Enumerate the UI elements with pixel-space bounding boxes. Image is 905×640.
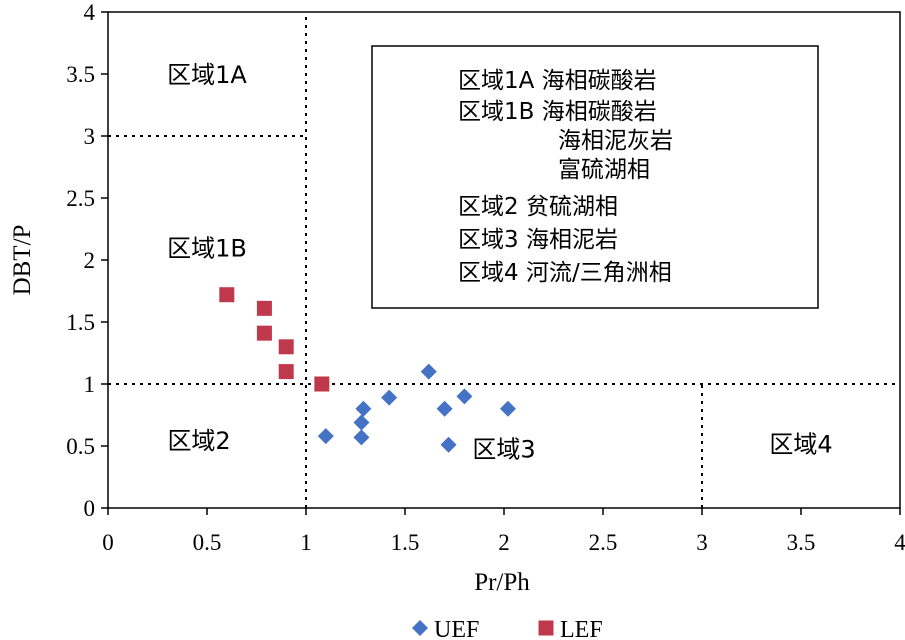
legend-marker-lef [538,620,554,636]
region-legend-line: 区域4 河流/三角洲相 [458,260,672,286]
region-legend-line: 区域1A 海相碳酸岩 [458,68,657,94]
y-tick-label: 1 [84,372,96,397]
uef-point [420,363,437,380]
axes: 0 0.5 1 1.5 2 2.5 3 3.5 4 0 0.5 1 1.5 2 2.5 3 3.5 4 Pr/Ph D… [9,0,905,596]
x-tick-label: 2.5 [589,530,618,555]
region-divider-lines [108,12,900,508]
region-legend-line: 区域2 贫硫湖相 [458,194,618,220]
uef-point [353,429,370,446]
legend-label-uef: UEF [434,617,479,640]
x-tick-label: 1 [300,530,312,555]
series-legend: UEF LEF [412,617,603,640]
uef-point [499,400,516,417]
x-tick-label: 3 [696,530,708,555]
y-tick-label: 2.5 [66,186,95,211]
region-legend-line: 区域1B 海相碳酸岩 [458,99,657,125]
region-legend-frame [371,45,819,309]
uef-point [355,400,372,417]
x-tick-label: 2 [498,530,510,555]
lef-point [219,287,235,303]
region-legend-line: 海相泥灰岩 [558,128,673,154]
region-label: 区域3 [472,435,535,463]
region-label: 区域2 [167,427,230,455]
x-tick-label: 4 [894,530,905,555]
lef-point [256,325,272,341]
uef-point [353,414,370,431]
region-legend-line: 区域3 海相泥岩 [458,227,618,253]
y-tick-label: 4 [84,0,96,25]
y-tick-label: 3 [84,124,96,149]
y-tick-label: 0.5 [66,434,95,459]
x-tick-label: 3.5 [787,530,816,555]
uef-point [440,436,457,453]
uef-point [456,388,473,405]
legend-marker-uef [412,620,428,636]
lef-point [278,364,294,380]
uef-point [381,389,398,406]
x-tick-label: 0 [102,530,114,555]
data-points [219,287,516,453]
y-tick-label: 0 [84,496,96,521]
y-tick-label: 2 [84,248,96,273]
region-label: 区域1B [167,235,247,263]
lef-point [256,300,272,316]
x-tick-label: 0.5 [193,530,222,555]
region-label: 区域1A [167,61,247,89]
y-axis-label: DBT/P [9,225,36,296]
region-labels: 区域1A 区域1B 区域2 区域3 区域4 [167,61,833,463]
uef-point [317,428,334,445]
legend-label-lef: LEF [560,617,603,640]
region-label: 区域4 [769,431,832,459]
x-axis-label: Pr/Ph [474,569,530,596]
y-tick-label: 3.5 [66,62,95,87]
lef-point [278,339,294,355]
y-tick-label: 1.5 [66,310,95,335]
region-legend-line: 富硫湖相 [558,157,650,183]
uef-point [436,400,453,417]
x-tick-label: 1.5 [391,530,420,555]
lef-point [314,376,330,392]
